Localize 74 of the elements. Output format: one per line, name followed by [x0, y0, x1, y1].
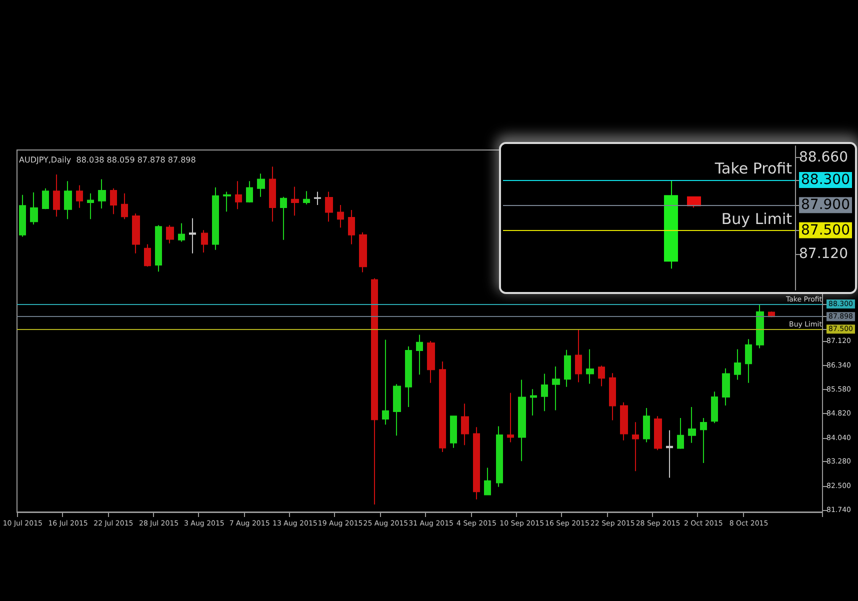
candlestick [235, 180, 242, 210]
candlestick [575, 328, 582, 383]
candlestick [654, 416, 662, 451]
candlestick [473, 426, 480, 500]
candlestick [450, 416, 457, 448]
candlestick [643, 407, 650, 443]
candlestick [677, 418, 684, 450]
y-tick-label: 87.900 [801, 197, 850, 214]
candlestick [552, 366, 560, 411]
candlestick [53, 174, 60, 218]
y-tick-label: 87.500 [801, 222, 850, 238]
candlestick [98, 178, 106, 209]
candlestick [291, 186, 299, 216]
candlestick [416, 334, 423, 376]
ref-line-label: Take Profit [714, 159, 792, 178]
candlestick [257, 173, 265, 198]
candlestick [530, 388, 537, 416]
candlestick [42, 188, 49, 210]
candlestick [121, 192, 128, 220]
y-tick-label: 88.660 [799, 149, 848, 166]
candlestick [734, 348, 741, 380]
candlestick [427, 340, 435, 384]
candlestick [178, 222, 185, 242]
candlestick [155, 224, 162, 272]
candlestick [280, 196, 287, 240]
candlestick [756, 303, 764, 349]
candlestick [110, 188, 117, 215]
candlestick [393, 384, 401, 436]
candlestick [609, 372, 616, 421]
candlestick [382, 339, 389, 426]
candlestick [269, 166, 276, 222]
candlestick [371, 278, 378, 505]
candlestick [359, 232, 367, 273]
candlestick [586, 348, 594, 384]
text: AUDJPY,Daily 88.038 88.059 87.878 87.898 [19, 156, 196, 164]
candlestick [144, 244, 151, 268]
candlestick [688, 406, 696, 444]
candlestick [632, 422, 639, 472]
candlestick [722, 368, 730, 406]
candlestick [212, 186, 219, 250]
candlestick [246, 180, 253, 203]
candlestick [223, 191, 231, 212]
candlestick [303, 190, 310, 205]
candlestick [541, 373, 548, 412]
candlestick [439, 360, 446, 452]
candlestick [201, 230, 208, 253]
candlestick [166, 224, 174, 244]
candlestick [87, 192, 94, 220]
candlestick [64, 180, 72, 220]
candlestick [518, 379, 526, 462]
candlestick [337, 204, 344, 228]
candlestick [189, 218, 196, 254]
candlestick [666, 430, 673, 478]
candlestick [496, 426, 503, 488]
candlestick [132, 212, 140, 254]
candlestick [711, 391, 718, 424]
candlestick [484, 467, 491, 496]
candlestick [76, 184, 83, 208]
candlestick [620, 402, 628, 441]
y-tick-label: 87.120 [799, 246, 848, 262]
candlestick [564, 349, 571, 388]
candlestick [325, 191, 333, 222]
candlestick [598, 365, 605, 387]
candlestick [700, 418, 707, 464]
y-tick-label: 88.300 [801, 172, 850, 188]
candlestick [30, 192, 38, 225]
candlestick [348, 210, 355, 245]
candlestick [405, 346, 412, 408]
candlestick [461, 403, 469, 446]
ref-line-label: Buy Limit [721, 210, 792, 228]
candlestick [314, 191, 321, 206]
candlestick [507, 392, 514, 443]
candlestick [19, 194, 26, 238]
candlestick [745, 338, 752, 384]
